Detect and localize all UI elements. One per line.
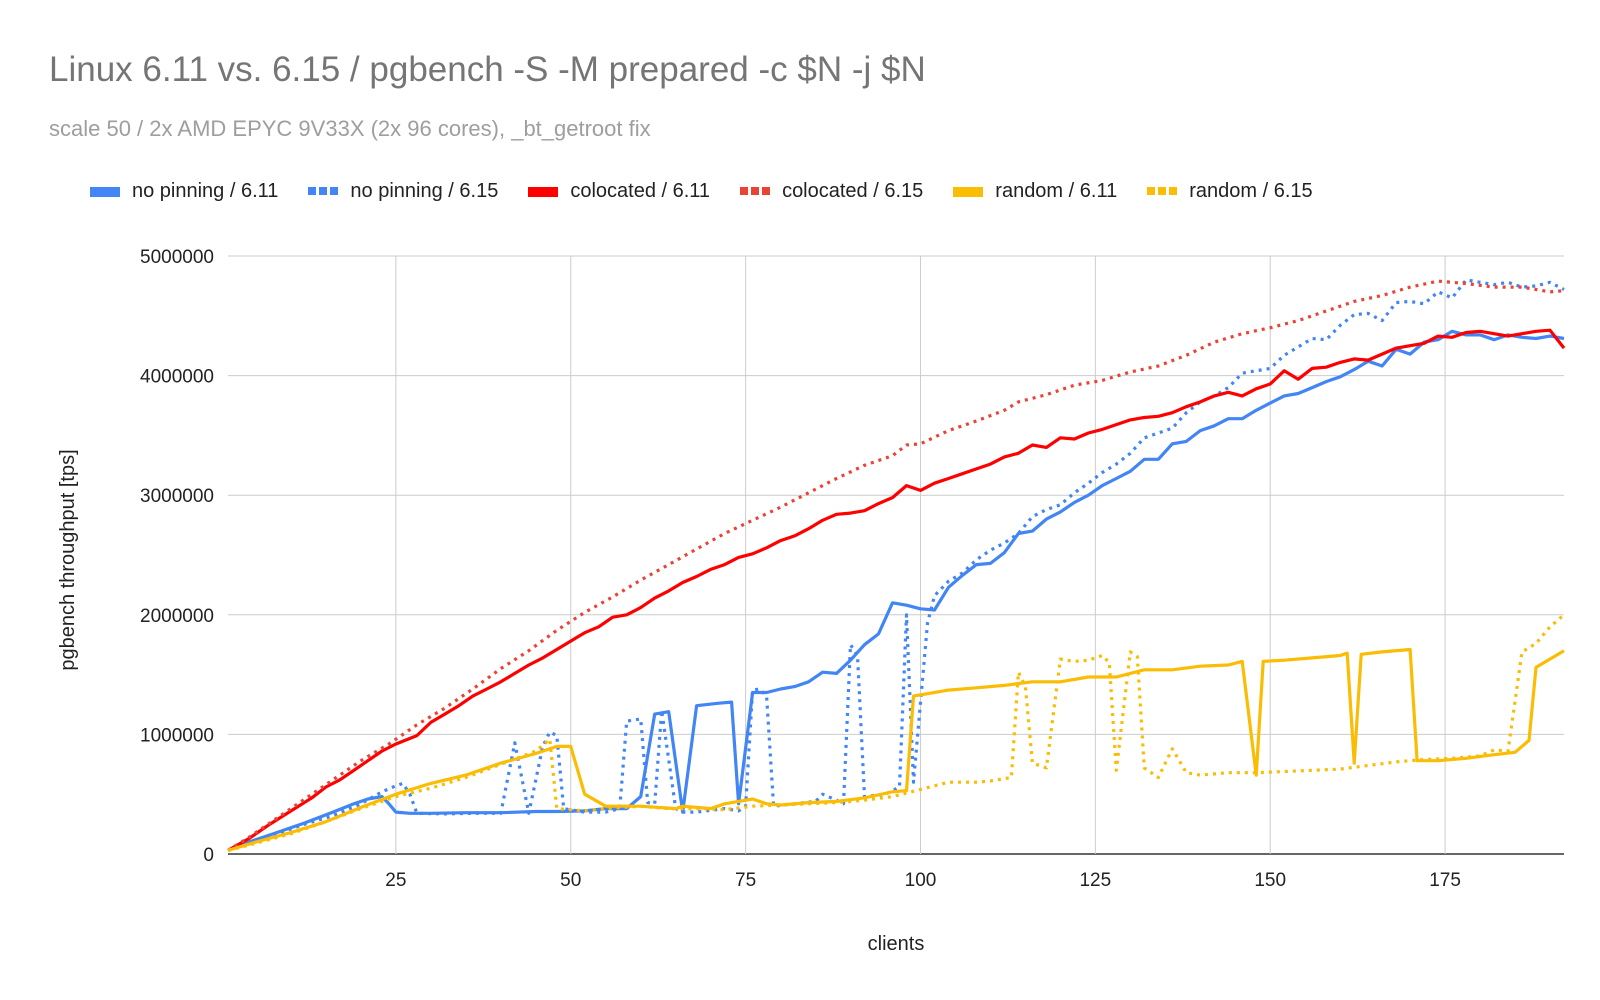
series-line-3 xyxy=(227,279,1565,852)
legend-label: colocated / 6.15 xyxy=(782,180,924,202)
legend-label: no pinning / 6.11 xyxy=(132,180,279,202)
x-tick-label: 125 xyxy=(1079,870,1111,891)
y-tick-label: 1000000 xyxy=(140,725,214,746)
legend: no pinning / 6.11 no pinning / 6.15 coloca… xyxy=(90,180,1343,203)
chart-subtitle: scale 50 / 2x AMD EPYC 9V33X (2x 96 core… xyxy=(49,116,651,141)
x-tick-label: 50 xyxy=(560,870,581,891)
legend-label: random / 6.15 xyxy=(1189,180,1313,202)
legend-swatch xyxy=(1147,186,1178,197)
y-tick-label: 5000000 xyxy=(140,247,214,268)
legend-item: random / 6.11 xyxy=(953,180,1117,203)
x-tick-label: 25 xyxy=(385,870,406,891)
x-tick-label: 75 xyxy=(735,870,756,891)
series-line-4 xyxy=(227,647,1565,852)
legend-swatch xyxy=(308,186,339,197)
legend-swatch xyxy=(528,186,559,197)
legend-swatch xyxy=(953,186,984,197)
legend-label: no pinning / 6.15 xyxy=(350,180,499,202)
legend-item: colocated / 6.15 xyxy=(740,180,923,203)
legend-swatch xyxy=(740,186,771,197)
y-tick-label: 2000000 xyxy=(140,606,214,627)
x-tick-label: 100 xyxy=(905,870,937,891)
chart-title: Linux 6.11 vs. 6.15 / pgbench -S -M prep… xyxy=(49,50,926,89)
series-line-5 xyxy=(227,613,1566,852)
y-axis-title: pgbench throughput [tps] xyxy=(57,449,79,670)
tick-labels: 0 1000000 2000000 3000000 4000000 5000000 25 50… xyxy=(140,247,1461,891)
series-line-0 xyxy=(227,329,1565,852)
series-lines xyxy=(227,278,1566,852)
x-tick-label: 175 xyxy=(1429,870,1461,891)
legend-item: colocated / 6.11 xyxy=(528,180,710,203)
legend-item: random / 6.15 xyxy=(1147,180,1313,203)
legend-swatch xyxy=(90,186,120,197)
x-axis-title: clients xyxy=(868,933,925,955)
legend-label: colocated / 6.11 xyxy=(570,180,711,202)
legend-item: no pinning / 6.11 xyxy=(90,180,278,203)
series-line-2 xyxy=(227,328,1566,852)
grid xyxy=(228,255,1564,855)
y-tick-label: 0 xyxy=(203,845,214,866)
legend-item: no pinning / 6.15 xyxy=(308,180,498,203)
x-tick-label: 150 xyxy=(1254,870,1286,891)
y-tick-label: 4000000 xyxy=(140,367,214,388)
legend-label: random / 6.11 xyxy=(995,180,1118,202)
y-tick-label: 3000000 xyxy=(140,486,214,507)
